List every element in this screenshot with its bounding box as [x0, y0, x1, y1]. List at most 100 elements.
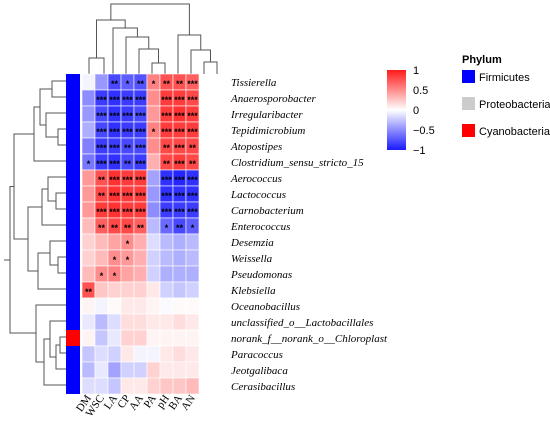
heatmap-cell — [94, 361, 109, 379]
heatmap-cell — [81, 329, 96, 347]
significance-marker: *** — [96, 143, 107, 153]
row-label: Tepidimicrobium — [231, 125, 305, 137]
significance-marker: ** — [176, 79, 184, 89]
heatmap-cell — [94, 281, 109, 299]
row-label: Paracoccus — [230, 349, 283, 361]
heatmap-cell — [120, 361, 135, 379]
row-label: Enterococcus — [230, 221, 290, 233]
heatmap-cell — [81, 377, 96, 395]
heatmap-cell — [159, 329, 174, 347]
heatmap-cell — [133, 249, 148, 267]
heatmap-cell — [81, 249, 96, 267]
phylum-annotation-cell — [66, 298, 80, 314]
significance-marker: *** — [174, 191, 185, 201]
heatmap-cell — [146, 233, 161, 251]
heatmap-cell — [81, 185, 96, 203]
phylum-annotation-cell — [66, 186, 80, 202]
legend-swatch — [462, 70, 475, 83]
row-label: Anaerosporobacter — [230, 93, 316, 105]
heatmap-cell — [146, 201, 161, 219]
heatmap-cell — [172, 361, 187, 379]
heatmap-cell — [120, 281, 135, 299]
color-scale-tick-label: −0.5 — [413, 125, 435, 137]
heatmap-cell — [133, 233, 148, 251]
heatmap-cell — [172, 297, 187, 315]
heatmap-cell — [185, 249, 200, 267]
heatmap-cell — [107, 345, 122, 363]
significance-marker: ** — [124, 159, 132, 169]
heatmap-cell — [146, 89, 161, 107]
significance-marker: * — [152, 127, 156, 137]
heatmap-cell — [159, 233, 174, 251]
heatmap-cell — [172, 377, 187, 395]
heatmap-cell — [185, 361, 200, 379]
row-label: Atopostipes — [230, 141, 282, 153]
heatmap-cell — [81, 313, 96, 331]
row-label: Klebsiella — [230, 285, 276, 297]
significance-marker: *** — [174, 127, 185, 137]
heatmap-cell — [172, 233, 187, 251]
legend-label: Proteobacteria — [479, 99, 550, 111]
heatmap-cell — [81, 105, 96, 123]
phylum-annotation-cell — [66, 138, 80, 154]
significance-marker: *** — [109, 175, 120, 185]
significance-markers: ** * ** * ** ** ****** *** *** *** *** *** ****** ***… — [85, 79, 198, 297]
heatmap-cell — [146, 265, 161, 283]
color-scale-ticks: 1 0.5 0 −0.5 −1 — [413, 65, 435, 157]
legend-swatch — [462, 97, 475, 110]
significance-marker: *** — [109, 159, 120, 169]
significance-marker: * — [152, 79, 156, 89]
heatmap-cell — [81, 89, 96, 107]
row-label: Desemzia — [230, 237, 274, 249]
significance-marker: *** — [96, 95, 107, 105]
significance-marker: ** — [163, 143, 171, 153]
significance-marker: *** — [122, 111, 133, 121]
row-label: Jeotgalibaca — [231, 365, 288, 377]
significance-marker: *** — [135, 95, 146, 105]
heatmap-cell — [159, 281, 174, 299]
heatmap-cell — [94, 297, 109, 315]
significance-marker: ** — [189, 159, 197, 169]
heatmap-cell — [81, 169, 96, 187]
heatmap-cell — [172, 249, 187, 267]
heatmap-cell — [159, 345, 174, 363]
row-label: norank_f__norank_o__Chloroplast — [231, 333, 388, 345]
significance-marker: ** — [111, 223, 119, 233]
heatmap-cell — [94, 329, 109, 347]
significance-marker: *** — [174, 111, 185, 121]
heatmap-cell — [133, 265, 148, 283]
phylum-annotation-cell — [66, 154, 80, 170]
heatmap-cell — [120, 329, 135, 347]
heatmap-cell — [94, 313, 109, 331]
phylum-annotation-cell — [66, 234, 80, 250]
heatmap-cell — [146, 329, 161, 347]
significance-marker: *** — [174, 143, 185, 153]
heatmap-cell — [146, 313, 161, 331]
heatmap-cell — [185, 377, 200, 395]
heatmap-cell — [81, 345, 96, 363]
significance-marker: *** — [161, 111, 172, 121]
heatmap-cell — [172, 345, 187, 363]
heatmap-cell — [185, 345, 200, 363]
heatmap-cell — [146, 153, 161, 171]
heatmap-cell — [172, 313, 187, 331]
significance-marker: *** — [187, 191, 198, 201]
significance-marker: *** — [187, 175, 198, 185]
significance-marker: ** — [137, 223, 145, 233]
heatmap-cell — [185, 297, 200, 315]
heatmap-cell — [133, 297, 148, 315]
heatmap-cell — [107, 377, 122, 395]
significance-marker: * — [126, 239, 130, 249]
significance-marker: * — [113, 255, 117, 265]
significance-marker: *** — [109, 191, 120, 201]
heatmap-cell — [81, 121, 96, 139]
heatmap-cell — [107, 361, 122, 379]
heatmap-cell — [159, 361, 174, 379]
phylum-annotation-cell — [66, 266, 80, 282]
color-scale-tick-label: 0.5 — [413, 85, 428, 97]
significance-marker: *** — [161, 127, 172, 137]
phylum-annotation-cell — [66, 202, 80, 218]
heatmap-cell — [94, 345, 109, 363]
significance-marker: *** — [187, 111, 198, 121]
significance-marker: *** — [122, 95, 133, 105]
